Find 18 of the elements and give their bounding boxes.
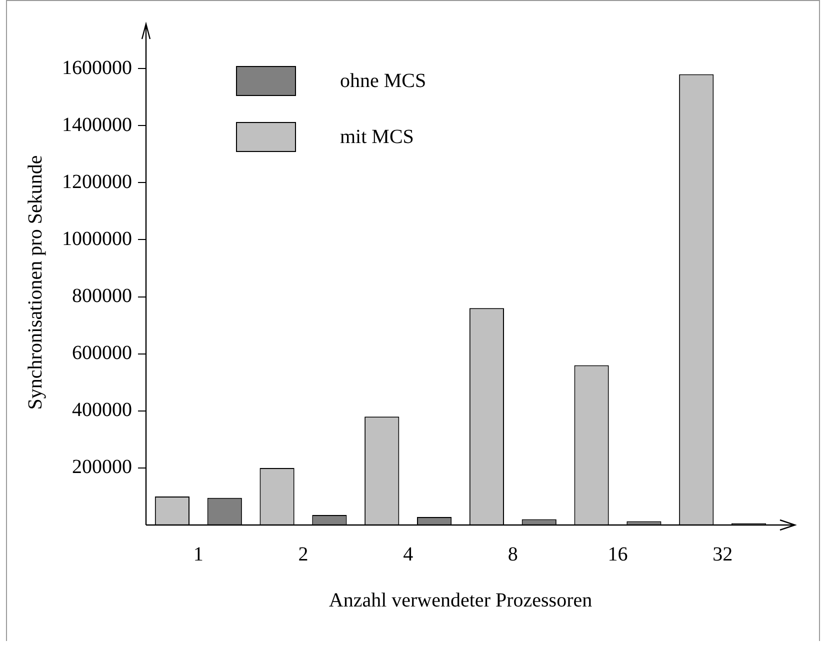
x-tick-label: 2 [298,543,308,566]
x-tick-label: 16 [608,543,628,566]
y-axis-title: Synchronisationen pro Sekunde [24,155,46,410]
y-tick-label: 1000000 [62,228,132,250]
y-tick-label: 800000 [72,285,132,308]
y-tick-label: 600000 [72,342,132,364]
x-tick-label: 8 [508,543,518,566]
legend-label: mit MCS [340,126,414,148]
legend-label: ohne MCS [340,70,426,92]
y-tick-label: 400000 [72,399,132,422]
y-tick-label: 1600000 [62,56,132,79]
x-tick-label: 32 [712,543,733,566]
x-tick-label: 1 [193,543,204,566]
y-tick-label: 200000 [72,456,132,478]
x-axis-title: Anzahl verwendeter Prozessoren [328,589,592,612]
y-tick-label: 1400000 [62,114,132,136]
x-tick-label: 4 [403,543,414,566]
y-tick-label: 1200000 [62,170,132,193]
